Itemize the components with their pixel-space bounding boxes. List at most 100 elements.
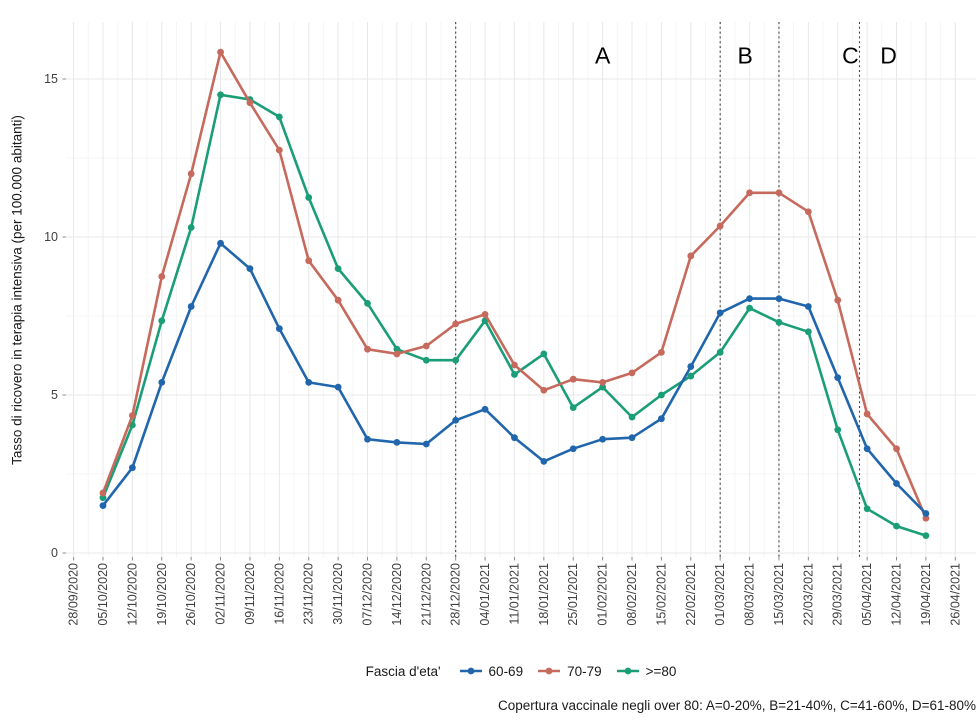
data-point->=80 [540, 350, 548, 358]
x-tick-label: 30/11/2020 [331, 563, 345, 625]
data-point-60-69 [746, 295, 753, 303]
data-point->=80 [393, 345, 401, 353]
x-tick-label: 19/04/2021 [919, 563, 933, 626]
x-tick-label: 08/03/2021 [743, 563, 757, 626]
x-tick-label: 22/03/2021 [801, 563, 815, 626]
region-label-D: D [880, 42, 897, 68]
x-tick-label: 28/12/2020 [449, 563, 463, 626]
data-point->=80 [187, 224, 195, 231]
data-point-60-69 [246, 265, 254, 272]
data-point->=80 [893, 522, 900, 530]
region-label-A: A [595, 42, 611, 68]
data-point-70-79 [804, 208, 812, 216]
data-point-60-69 [922, 510, 930, 517]
x-tick-label: 29/03/2021 [831, 563, 845, 626]
data-point->=80 [99, 494, 107, 502]
data-point-60-69 [422, 440, 430, 448]
data-point->=80 [569, 404, 577, 412]
x-tick-label: 15/02/2021 [654, 563, 668, 626]
data-point->=80 [422, 356, 430, 364]
x-tick-label: 16/11/2020 [272, 563, 286, 625]
data-point-70-79 [187, 170, 195, 178]
x-tick-label: 12/04/2021 [890, 563, 904, 626]
caption: Copertura vaccinale negli over 80: A=0-2… [497, 698, 976, 713]
data-point-60-69 [863, 445, 871, 453]
data-point->=80 [922, 532, 930, 540]
x-tick-label: 14/12/2020 [390, 563, 404, 626]
data-point-60-69 [158, 378, 166, 386]
data-point-70-79 [334, 296, 342, 304]
legend-label: 70-79 [567, 663, 602, 679]
region-label-C: C [842, 42, 859, 68]
data-point-70-79 [275, 146, 283, 154]
legend-item-70-79: 70-79 [537, 664, 602, 679]
data-point->=80 [716, 348, 724, 356]
x-tick-label: 23/11/2020 [302, 563, 316, 625]
data-point->=80 [628, 413, 636, 421]
region-label-B: B [737, 42, 752, 68]
data-point->=80 [863, 505, 871, 513]
x-tick-label: 05/10/2020 [96, 563, 110, 626]
data-point->=80 [658, 391, 665, 399]
y-tick-label: 5 [51, 388, 58, 402]
data-point-70-79 [99, 489, 107, 497]
data-point->=80 [834, 426, 842, 434]
x-tick-label: 28/09/2020 [67, 563, 81, 626]
data-point-60-69 [128, 464, 136, 472]
data-point->=80 [305, 194, 313, 201]
x-tick-label: 09/11/2020 [243, 563, 257, 625]
data-point-70-79 [922, 514, 930, 522]
data-point-70-79 [834, 296, 842, 304]
x-tick-label: 18/01/2021 [537, 563, 551, 626]
data-point->=80 [599, 383, 607, 391]
data-point-60-69 [99, 502, 107, 509]
legend-line-dot-icon [459, 667, 482, 675]
y-tick-label: 15 [44, 72, 58, 86]
data-point-70-79 [158, 273, 166, 280]
x-tick-label: 05/04/2021 [860, 563, 874, 626]
data-point-60-69 [305, 378, 313, 386]
data-point-60-69 [716, 309, 724, 317]
data-point-60-69 [893, 480, 900, 487]
data-point->=80 [511, 371, 518, 378]
legend-item-60-69: 60-69 [459, 663, 524, 679]
x-tick-label: 15/03/2021 [772, 563, 786, 626]
data-point-60-69 [599, 435, 607, 443]
legend: Fascia d'eta' 60-69 70-79 >=80 [66, 657, 976, 685]
data-point-70-79 [217, 48, 224, 56]
data-point-60-69 [393, 439, 401, 446]
data-point-70-79 [863, 410, 871, 418]
legend-item-over-80: >=80 [616, 664, 676, 679]
data-point->=80 [452, 356, 460, 364]
data-point-60-69 [628, 434, 636, 442]
data-point-60-69 [275, 325, 283, 333]
x-tick-label: 01/03/2021 [713, 563, 727, 626]
legend-title: Fascia d'eta' [365, 663, 441, 679]
data-point-60-69 [775, 295, 783, 303]
data-point-70-79 [540, 386, 548, 394]
data-point-60-69 [540, 457, 548, 465]
y-tick-label: 0 [51, 546, 58, 560]
legend-label: 60-69 [488, 663, 524, 679]
data-point-60-69 [481, 405, 489, 413]
data-point-70-79 [364, 345, 371, 353]
data-point-70-79 [687, 252, 695, 260]
data-point-70-79 [569, 375, 577, 383]
x-tick-label: 19/10/2020 [155, 563, 169, 626]
data-point-70-79 [628, 369, 636, 377]
data-point-70-79 [775, 189, 783, 197]
legend-line-dot-icon [538, 667, 561, 675]
y-axis-title: Tasso di ricovero in terapia intensiva (… [9, 115, 25, 465]
data-point-60-69 [452, 416, 460, 424]
data-point-70-79 [422, 342, 430, 350]
data-point-70-79 [893, 445, 900, 453]
data-point-70-79 [746, 189, 753, 197]
data-point-70-79 [599, 378, 607, 386]
x-tick-label: 25/01/2021 [566, 563, 580, 626]
data-point->=80 [746, 304, 753, 312]
data-point-70-79 [452, 320, 460, 328]
x-tick-label: 21/12/2020 [419, 563, 433, 626]
x-tick-label: 26/10/2020 [184, 563, 198, 626]
data-point-70-79 [246, 99, 254, 107]
data-point-60-69 [334, 383, 342, 391]
